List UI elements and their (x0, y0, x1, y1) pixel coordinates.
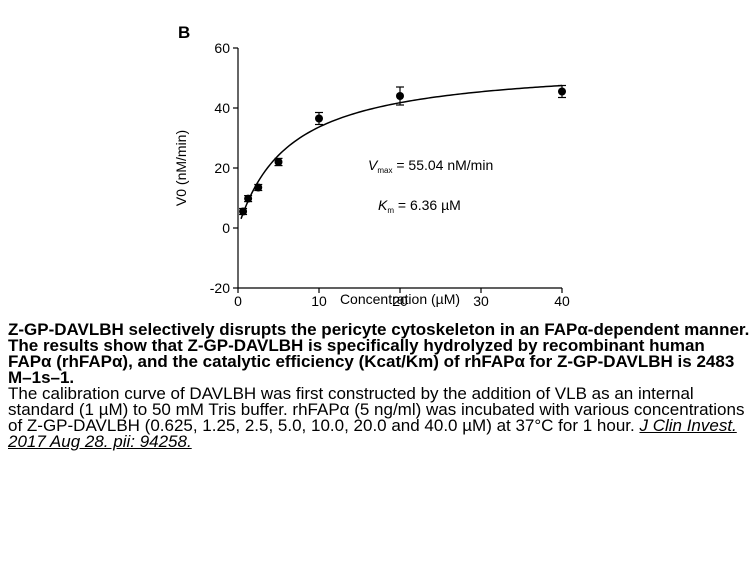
vmax-annotation: Vmax = 55.04 nM/min (368, 157, 493, 175)
data-point (254, 183, 263, 192)
fit-curve (240, 84, 563, 220)
data-point (558, 87, 566, 96)
km-symbol: K (378, 197, 388, 213)
caption-description: The calibration curve of DAVLBH was firs… (8, 384, 745, 435)
vmax-subscript: max (377, 166, 392, 175)
data-point (239, 207, 248, 216)
caption-body: The calibration curve of DAVLBH was firs… (8, 384, 752, 451)
km-subscript: m (387, 206, 394, 215)
x-axis-label: Concentration (µM) (340, 291, 460, 307)
data-point (396, 92, 404, 100)
panel-label: B (178, 23, 190, 42)
y-axis-label: V0 (nM/min) (173, 130, 189, 206)
data-point (244, 194, 253, 203)
chart-panel: B -20 0 20 40 60 0 10 20 30 40 Concentration (µM)… (170, 20, 590, 320)
caption-title: Z-GP-DAVLBH selectively disrupts the per… (8, 320, 750, 387)
vmax-value: = 55.04 nM/min (392, 157, 493, 173)
figure-caption: Z-GP-DAVLBH selectively disrupts the per… (8, 320, 752, 451)
data-point (315, 114, 323, 123)
x-tick-label: 20 (392, 293, 408, 309)
vmax-symbol: V (368, 157, 379, 173)
data-point (274, 158, 283, 166)
x-tick-label: 40 (554, 293, 570, 309)
y-tick-label: 20 (214, 160, 230, 176)
y-tick-label: 0 (222, 220, 230, 236)
x-tick-label: 0 (234, 293, 242, 309)
km-value: = 6.36 µM (394, 197, 461, 213)
y-tick-label: 40 (214, 100, 230, 116)
km-annotation: Km = 6.36 µM (378, 197, 461, 215)
x-tick-label: 10 (311, 293, 327, 309)
x-tick-label: 30 (473, 293, 489, 309)
y-tick-label: -20 (210, 280, 230, 296)
y-tick-label: 60 (214, 40, 230, 56)
citation-link[interactable]: J Clin Invest. 2017 Aug 28. pii: 94258. (8, 416, 737, 451)
